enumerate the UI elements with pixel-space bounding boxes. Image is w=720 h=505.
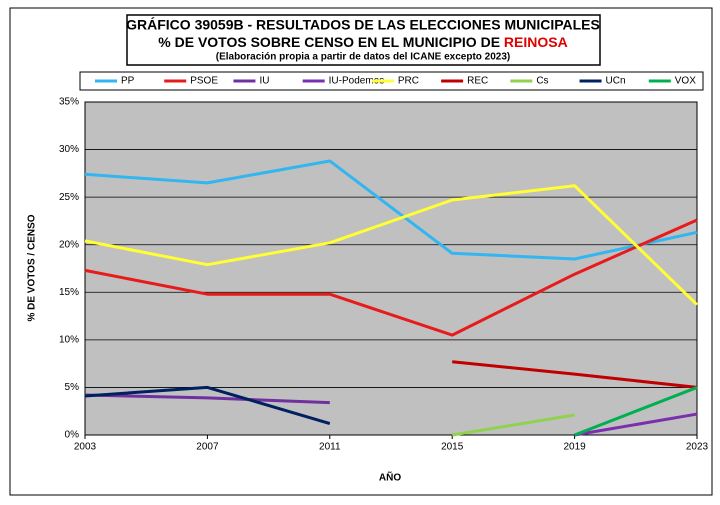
legend-label: PP bbox=[121, 76, 135, 87]
x-tick-label: 2023 bbox=[686, 442, 709, 453]
legend-label: UCn bbox=[606, 76, 626, 87]
x-tick-label: 2007 bbox=[196, 442, 219, 453]
x-tick-label: 2019 bbox=[563, 442, 586, 453]
title-text: % DE VOTOS SOBRE CENSO EN EL MUNICIPIO D… bbox=[158, 34, 500, 50]
y-tick-label: 10% bbox=[59, 334, 79, 345]
y-axis-title: % DE VOTOS / CENSO bbox=[27, 214, 38, 321]
series-line bbox=[84, 184, 699, 306]
y-tick-label: 35% bbox=[59, 97, 79, 108]
x-tick-label: 2015 bbox=[441, 442, 464, 453]
x-tick-label: 2003 bbox=[74, 442, 97, 453]
series-line bbox=[84, 159, 698, 261]
legend-label: VOX bbox=[675, 76, 696, 87]
series-line bbox=[574, 386, 698, 437]
series-line bbox=[84, 385, 331, 426]
legend-label: REC bbox=[467, 76, 488, 87]
legend-label: Cs bbox=[536, 76, 548, 87]
plot-area bbox=[84, 101, 698, 436]
x-axis-title: AÑO bbox=[379, 471, 401, 484]
title-box bbox=[126, 14, 601, 66]
legend-label: IU bbox=[259, 76, 269, 87]
y-tick-label: 25% bbox=[59, 192, 79, 203]
series-line bbox=[452, 360, 698, 389]
legend-label: IU-Podemos bbox=[329, 76, 385, 87]
series-line bbox=[84, 393, 330, 405]
chart-subtitle: (Elaboración propia a partir de datos de… bbox=[216, 52, 511, 63]
title-highlight: REINOSA bbox=[504, 34, 568, 50]
y-tick-label: 15% bbox=[59, 287, 79, 298]
x-tick-label: 2011 bbox=[319, 442, 341, 453]
y-tick-label: 5% bbox=[65, 382, 80, 393]
legend-label: PRC bbox=[398, 76, 419, 87]
series-line bbox=[84, 218, 698, 337]
legend-label: PSOE bbox=[190, 76, 218, 87]
y-tick-label: 30% bbox=[59, 144, 79, 155]
chart-title-line2: % DE VOTOS SOBRE CENSO EN EL MUNICIPIO D… bbox=[158, 34, 567, 50]
series-line bbox=[574, 412, 698, 437]
y-tick-label: 20% bbox=[59, 239, 79, 250]
series-line bbox=[451, 413, 575, 437]
y-tick-label: 0% bbox=[65, 430, 80, 441]
chart-title: GRÁFICO 39059B - RESULTADOS DE LAS ELECC… bbox=[126, 17, 600, 33]
